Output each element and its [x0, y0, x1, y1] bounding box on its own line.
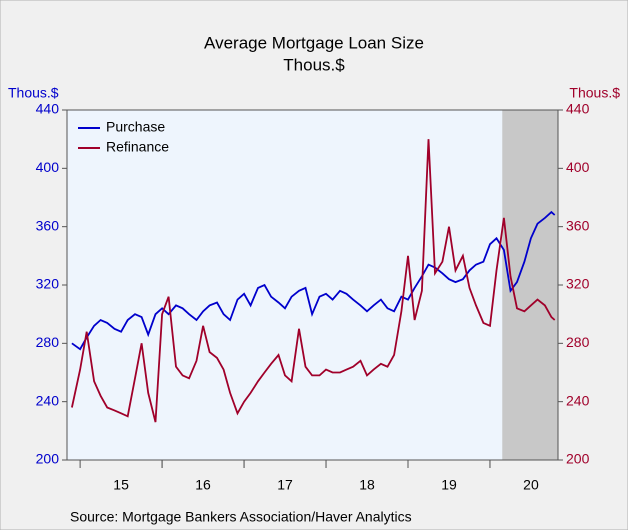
source-note: Source: Mortgage Bankers Association/Hav… — [70, 509, 412, 525]
plot-area — [67, 110, 558, 460]
x-tick-label: 16 — [195, 477, 211, 493]
y-tick-label: 320 — [36, 276, 60, 292]
y2-tick-label: 240 — [566, 392, 590, 408]
y2-tick-label: 320 — [566, 276, 590, 292]
y-axis-label: Thous.$ — [8, 85, 59, 101]
series-line — [71, 210, 556, 351]
x-tick-label: 20 — [523, 477, 539, 493]
y2-tick-label: 360 — [566, 217, 590, 233]
y2-tick-label: 440 — [566, 101, 590, 117]
x-tick-label: 17 — [277, 477, 293, 493]
x-tick-label: 19 — [441, 477, 457, 493]
series-line — [71, 139, 556, 423]
y-tick-label: 200 — [36, 451, 60, 467]
y-tick-label: 440 — [36, 101, 60, 117]
legend-label: Refinance — [106, 139, 169, 155]
x-tick-label: 15 — [113, 477, 129, 493]
y2-tick-label: 400 — [566, 159, 590, 175]
chart-subtitle: Thous.$ — [283, 55, 345, 74]
y-tick-label: 400 — [36, 159, 60, 175]
y2-tick-label: 280 — [566, 334, 590, 350]
shaded-range — [502, 110, 558, 460]
y-tick-label: 240 — [36, 392, 60, 408]
y2-axis-label: Thous.$ — [569, 85, 620, 101]
y-tick-label: 360 — [36, 217, 60, 233]
y-tick-label: 280 — [36, 334, 60, 350]
y2-tick-label: 200 — [566, 451, 590, 467]
chart-title: Average Mortgage Loan Size — [204, 33, 424, 52]
x-tick-label: 18 — [359, 477, 375, 493]
legend-label: Purchase — [106, 119, 165, 135]
